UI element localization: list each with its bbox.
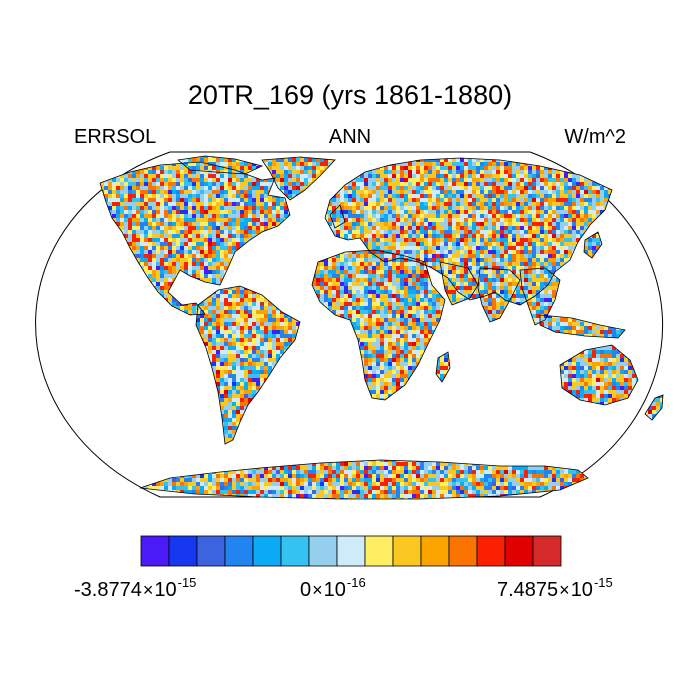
colorbar-swatch: [364, 535, 394, 567]
colorbar-swatch: [504, 535, 534, 567]
colorbar-swatch: [140, 535, 170, 567]
colorbar-swatch: [420, 535, 450, 567]
colorbar-swatch: [252, 535, 282, 567]
colorbar-swatch: [308, 535, 338, 567]
plot-title: 20TR_169 (yrs 1861-1880): [187, 80, 513, 110]
colorbar-min-label: -3.8774×10-15: [74, 575, 197, 601]
colorbar-swatch: [392, 535, 422, 567]
period-label: ANN: [328, 126, 372, 148]
coastlines: [99, 155, 664, 500]
variable-label: ERRSOL: [74, 126, 157, 148]
units-label: W/m^2: [564, 126, 626, 148]
colorbar-swatch: [280, 535, 310, 567]
colorbar-mid-label: 0×10-16: [300, 575, 366, 601]
colorbar-swatch: [448, 535, 478, 567]
colorbar-swatch: [336, 535, 366, 567]
colorbar-swatch: [476, 535, 506, 567]
colorbar-swatch: [532, 535, 562, 567]
colorbar-swatch: [168, 535, 198, 567]
colorbar-swatch: [196, 535, 226, 567]
colorbar-max-label: 7.4875×10-15: [497, 575, 613, 601]
colorbar: [140, 535, 562, 567]
data-field: [100, 156, 663, 499]
colorbar-swatch: [224, 535, 254, 567]
